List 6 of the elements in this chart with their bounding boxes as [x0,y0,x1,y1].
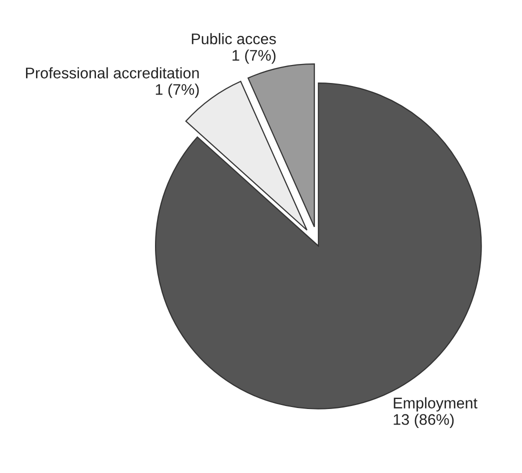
data-label: 1 (7%) [156,84,199,98]
data-label: 13 (86%) [394,414,454,428]
slice-label: Professional accreditation [26,67,199,78]
data-label: 1 (7%) [232,50,276,64]
slice-label: Public acces [192,33,276,44]
slice-label: Employment [394,397,478,412]
